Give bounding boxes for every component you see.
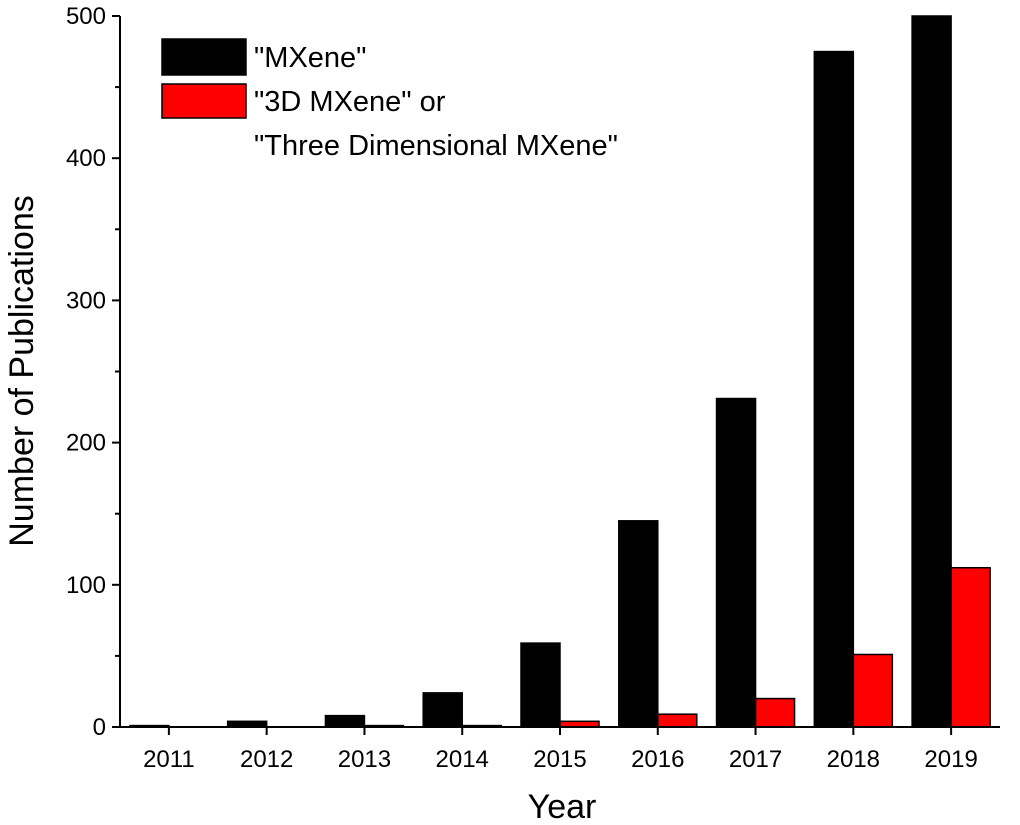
axes-group: [119, 16, 1000, 728]
y-tick-label: 400: [66, 145, 106, 172]
bar-mxene-2014: [422, 692, 463, 728]
bar-mxene-2016: [618, 520, 659, 728]
bar-mxene-2018: [813, 50, 855, 728]
x-axis-title: Year: [528, 788, 597, 825]
y-axis-title: Number of Publications: [3, 195, 41, 547]
bar-3d-mxene-2017: [754, 697, 796, 728]
bar-mxene-2015: [520, 642, 561, 728]
x-tick-label: 2014: [436, 746, 489, 773]
bar-3d-mxene-2018: [852, 653, 894, 728]
y-tick-label: 100: [66, 572, 106, 599]
x-tick-label: 2018: [827, 746, 880, 773]
legend-swatch-mxene: [161, 38, 247, 76]
legend-swatch-3d-mxene: [161, 83, 247, 119]
x-tick-label: 2012: [240, 746, 293, 773]
y-tick-label: 300: [66, 287, 106, 314]
x-tick-label: 2013: [338, 746, 391, 773]
x-tick-label: 2019: [924, 746, 977, 773]
bar-mxene-2013: [324, 714, 366, 728]
bar-3d-mxene-2016: [657, 713, 698, 728]
legend-label-3d-mxene-line1: "3D MXene" or: [254, 86, 446, 118]
legend: "MXene" "3D MXene" or "Three Dimensional…: [161, 38, 618, 162]
y-ticks-group: 0 100 200 300 400 500: [66, 3, 120, 741]
bar-mxene-2017: [715, 397, 757, 728]
bar-3d-mxene-2019: [950, 566, 991, 728]
bars-group: [129, 15, 991, 728]
x-tick-label: 2015: [533, 746, 586, 773]
legend-label-3d-mxene-line2: "Three Dimensional MXene": [254, 130, 618, 162]
x-tick-label: 2016: [631, 746, 684, 773]
x-tick-label: 2011: [143, 746, 195, 773]
y-tick-label: 0: [93, 714, 106, 741]
y-tick-label: 200: [66, 430, 106, 457]
x-tick-label: 2017: [729, 746, 782, 773]
legend-label-mxene: "MXene": [254, 42, 366, 74]
bar-mxene-2019: [911, 15, 952, 728]
y-tick-label: 500: [66, 3, 106, 30]
x-ticks-group: 2011 2012 2013 2014 2015 2016 2017 2018 2019: [143, 727, 978, 773]
